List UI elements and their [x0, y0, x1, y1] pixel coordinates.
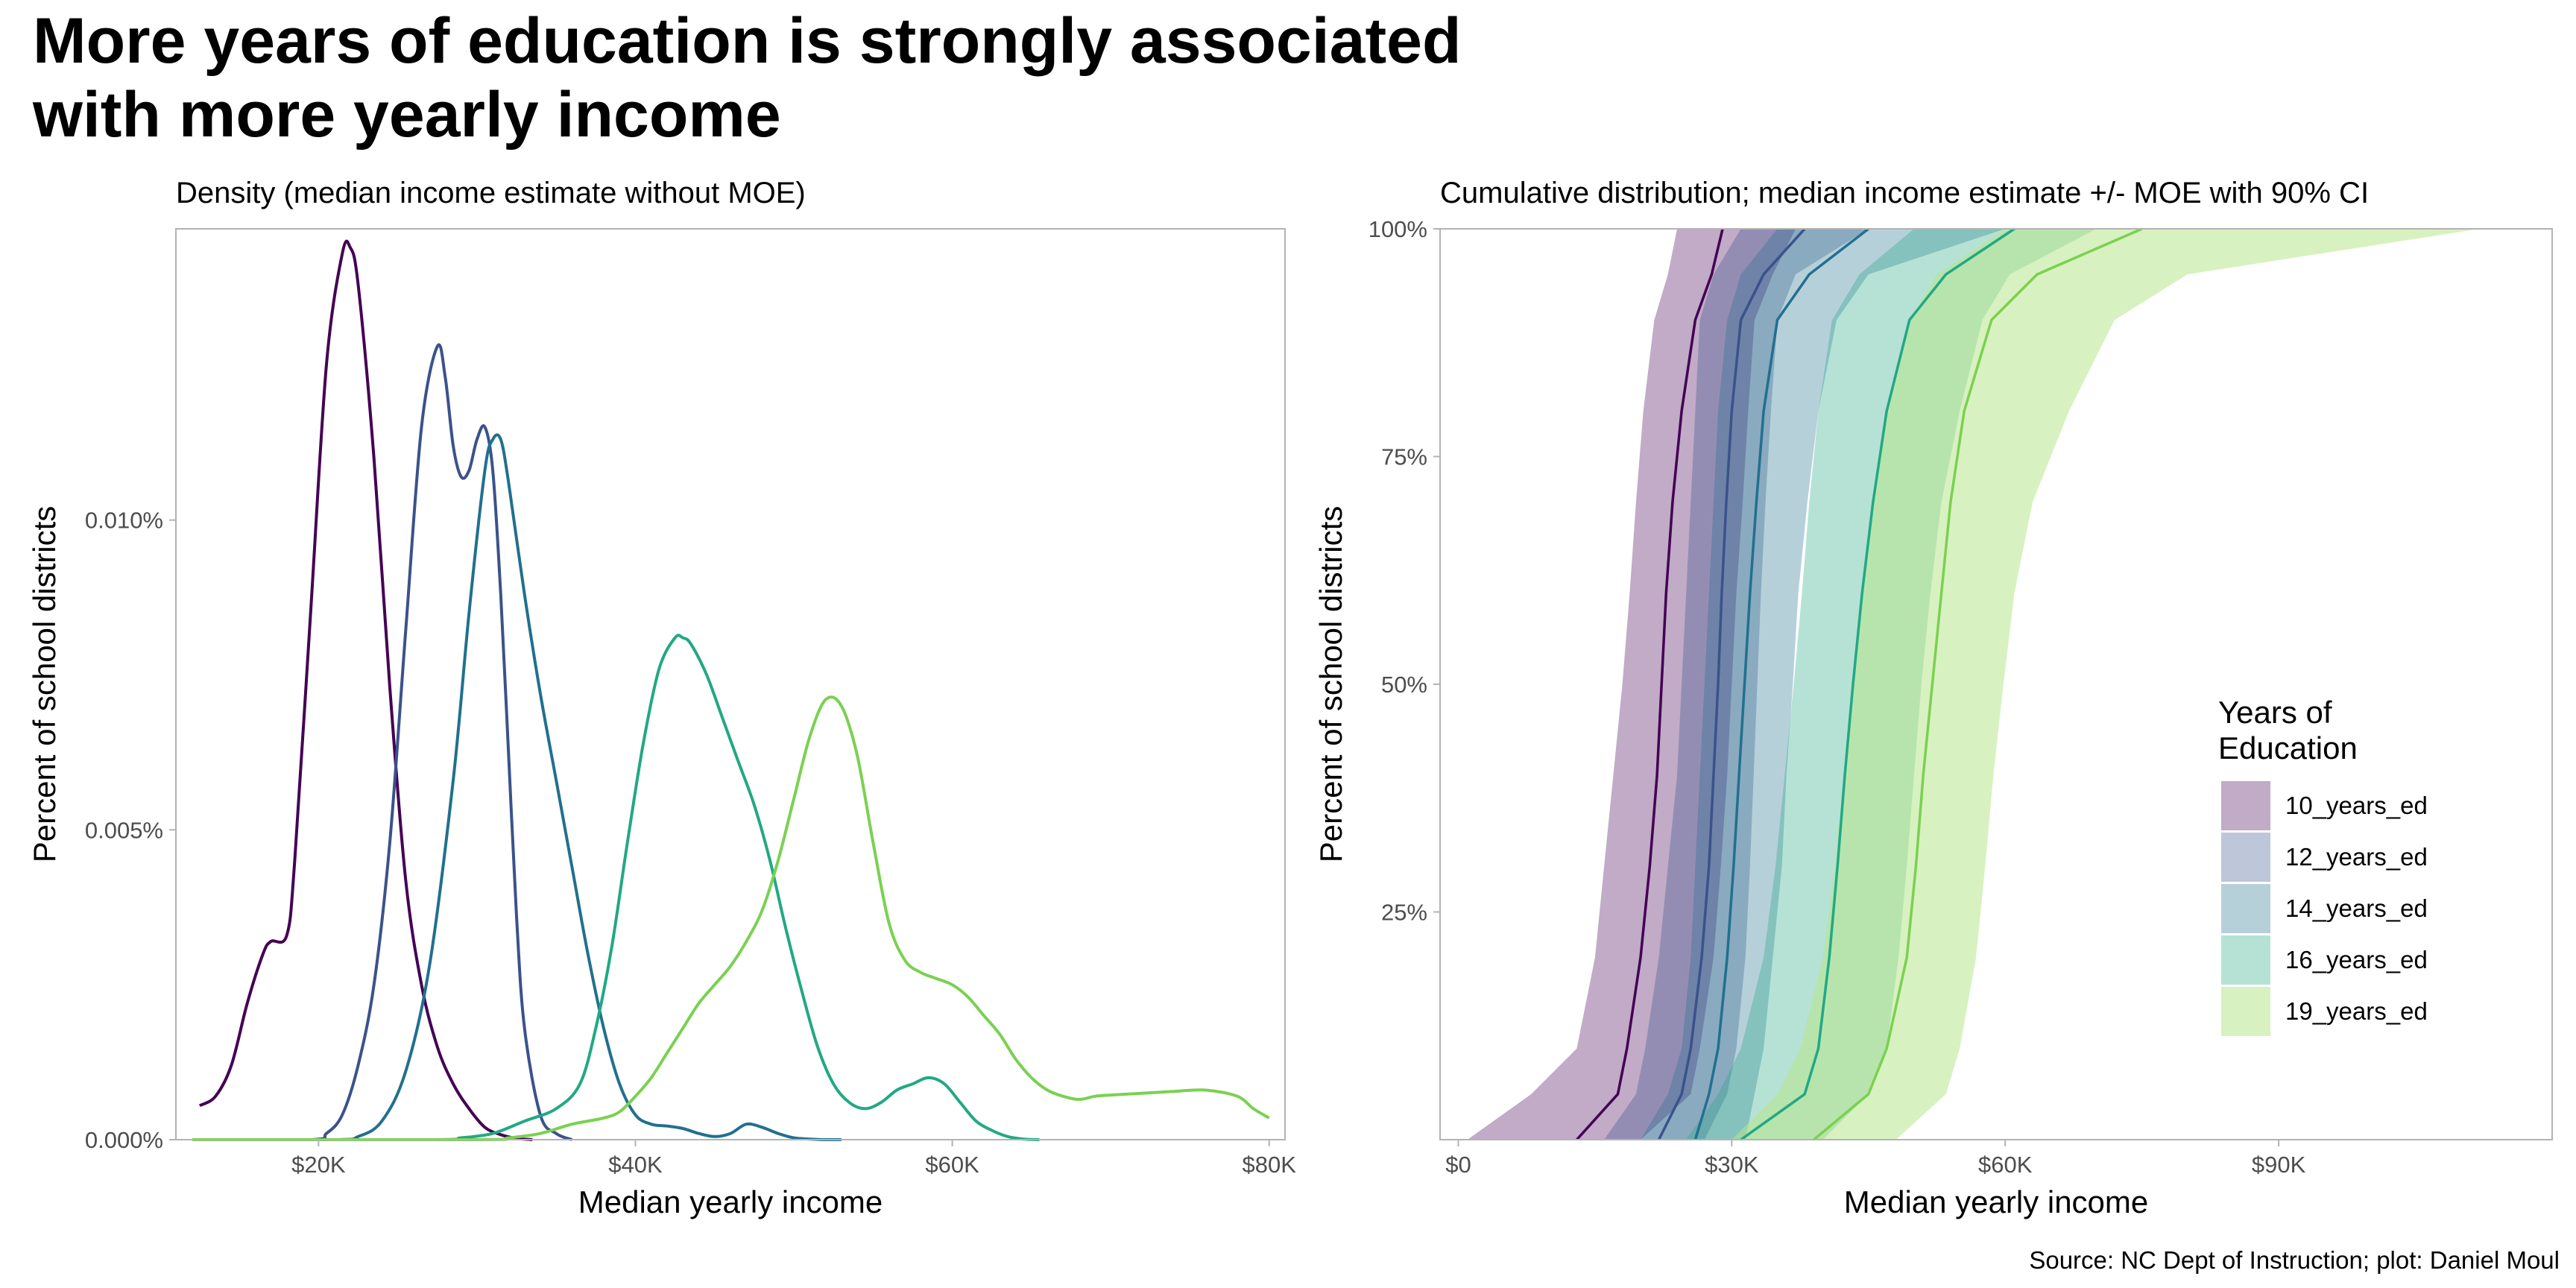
cumulative-median-line-10-years-ed [1576, 228, 1724, 1141]
cumulative-ribbon-19-years-ed [1731, 229, 2480, 1140]
legend-items: 10_years_ed 12_years_ed 14_years_ed 16_year… [2221, 781, 2428, 1036]
cumulative-median-line-16-years-ed [1740, 227, 2015, 1141]
cumulative-subtitle: Cumulative distribution; median income e… [1440, 177, 2369, 209]
cumulative-y-axis-title: Percent of school districts [1313, 506, 1348, 863]
legend-label: 10_years_ed [2285, 792, 2428, 819]
density-y-ticks: 0.000% 0.005% 0.010% [85, 508, 176, 1153]
legend-label: 12_years_ed [2285, 843, 2428, 871]
cumulative-median-line-12-years-ed [1657, 227, 1806, 1140]
legend-swatch-19-years-ed [2221, 987, 2270, 1036]
legend-title-line-2: Education [2218, 730, 2358, 765]
legend-swatch-14-years-ed [2221, 884, 2270, 933]
density-line-19-years-ed [192, 695, 1270, 1142]
density-x-tick-label: $40K [608, 1152, 663, 1178]
page-title: More years of education is strongly asso… [33, 4, 1673, 152]
cumulative-y-tick-label: 50% [1381, 672, 1427, 698]
title-line-2: with more yearly income [33, 79, 781, 151]
legend-title-line-1: Years of [2218, 695, 2332, 730]
legend-swatch-16-years-ed [2221, 935, 2270, 985]
cumulative-y-ticks: 25% 50% 75% 100% [1368, 216, 1440, 926]
cumulative-panel: Cumulative distribution; median income e… [1313, 177, 2553, 1219]
cumulative-ribbon-10-years-ed [1467, 229, 1796, 1140]
density-x-tick-label: $20K [291, 1152, 346, 1178]
density-panel: Density (median income estimate without … [27, 177, 1296, 1219]
cumulative-median-line-19-years-ed [1813, 227, 2143, 1141]
density-x-ticks: $20K $40K $60K $80K [291, 1140, 1296, 1178]
legend-swatch-12-years-ed [2221, 833, 2270, 882]
density-panel-border [175, 228, 1286, 1140]
cumulative-x-tick-label: $60K [1978, 1152, 2033, 1178]
cumulative-x-axis-title: Median yearly income [1844, 1184, 2149, 1219]
density-y-tick-label: 0.005% [85, 817, 163, 843]
density-line-10-years-ed [198, 239, 533, 1141]
cumulative-y-tick-label: 75% [1381, 444, 1427, 470]
density-line-14-years-ed [192, 433, 842, 1142]
density-line-16-years-ed [192, 634, 1040, 1142]
cumulative-median-line-group [1576, 227, 2143, 1141]
cumulative-x-ticks: $0 $30K $60K $90K [1445, 1140, 2306, 1178]
density-x-axis-title: Median yearly income [578, 1184, 883, 1219]
density-subtitle: Density (median income estimate without … [176, 177, 806, 209]
legend-swatch-10-years-ed [2221, 781, 2270, 830]
cumulative-median-line-14-years-ed [1693, 227, 1869, 1140]
cumulative-ribbon-14-years-ed [1641, 229, 2006, 1140]
density-y-axis-title: Percent of school districts [27, 506, 62, 863]
title-line-1: More years of education is strongly asso… [33, 5, 1462, 77]
density-y-tick-label: 0.010% [85, 508, 163, 534]
legend-label: 19_years_ed [2285, 997, 2428, 1025]
cumulative-y-tick-label: 25% [1381, 900, 1427, 926]
legend-label: 14_years_ed [2285, 894, 2428, 922]
legend-label: 16_years_ed [2285, 946, 2428, 973]
density-y-tick-label: 0.000% [85, 1127, 163, 1153]
density-x-tick-label: $60K [925, 1152, 979, 1178]
source-caption: Source: NC Dept of Instruction; plot: Da… [2029, 1246, 2560, 1274]
density-line-12-years-ed [192, 343, 573, 1142]
cumulative-x-tick-label: $90K [2252, 1152, 2306, 1178]
cumulative-ribbon-group [1467, 229, 2480, 1140]
density-series-group [192, 239, 1270, 1142]
cumulative-y-tick-label: 100% [1368, 216, 1427, 242]
cumulative-x-tick-label: $0 [1445, 1152, 1471, 1178]
cumulative-x-tick-label: $30K [1705, 1152, 1759, 1178]
legend: Years of Education 10_years_ed 12_years_e… [2218, 695, 2428, 1036]
cumulative-ribbon-12-years-ed [1604, 229, 1869, 1140]
density-x-tick-label: $80K [1243, 1152, 1297, 1178]
